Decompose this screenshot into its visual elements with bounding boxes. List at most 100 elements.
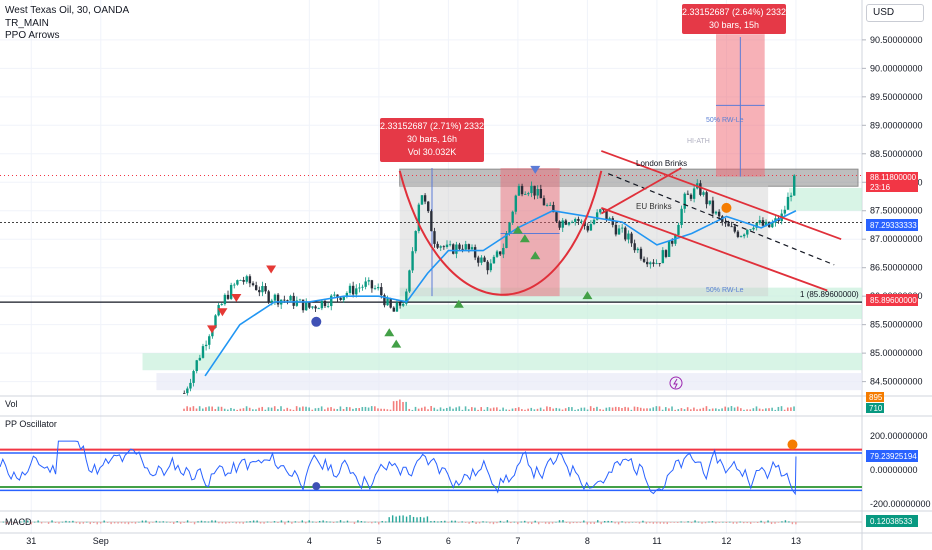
volume-bar xyxy=(743,409,745,411)
volume-bar xyxy=(655,406,658,411)
macd-pane-label[interactable]: MACD xyxy=(5,517,32,527)
macd-bar xyxy=(312,521,314,523)
ppo-arrows xyxy=(207,165,593,348)
time-axis[interactable]: 31 Sep 4 5 6 7 8 11 12 13 xyxy=(26,536,801,546)
candle-body xyxy=(558,221,561,228)
macd-bar xyxy=(79,522,81,525)
volume-bar xyxy=(205,407,207,411)
macd-bar xyxy=(461,521,463,523)
macd-bar xyxy=(645,522,648,524)
volume-bar xyxy=(552,408,554,411)
volume-bar xyxy=(768,408,770,411)
symbol-title[interactable]: West Texas Oil, 30, OANDA xyxy=(5,5,130,16)
candle-body xyxy=(574,218,577,222)
candle-body xyxy=(455,244,458,254)
support-level-value: 85.89600000 xyxy=(870,296,917,305)
currency-button[interactable]: USD xyxy=(866,4,924,22)
candle-body xyxy=(624,227,627,240)
macd-bar xyxy=(624,522,627,524)
time-tick-6: 6 xyxy=(446,536,451,546)
volume-bar xyxy=(411,409,414,411)
up-arrow xyxy=(391,339,402,348)
candle-body xyxy=(445,244,449,248)
macd-bar xyxy=(204,521,206,523)
candle-body xyxy=(483,257,486,262)
volume-bar xyxy=(264,409,267,411)
macd-bar xyxy=(155,520,158,523)
price-axis[interactable]: 84.5000000085.0000000085.5000000086.0000… xyxy=(862,35,923,387)
macd-bar xyxy=(760,520,762,523)
volume-bar xyxy=(474,407,476,411)
candle-body xyxy=(442,246,446,248)
volume-bar xyxy=(395,400,398,411)
candle-body xyxy=(208,336,211,345)
macd-bar xyxy=(186,520,189,523)
candle-body xyxy=(702,192,705,195)
macd-bar xyxy=(652,522,655,524)
volume-tag-2 xyxy=(866,403,884,413)
macd-bar xyxy=(430,521,432,523)
candle-body xyxy=(226,294,230,299)
candle-body xyxy=(408,270,411,292)
volume-bar xyxy=(442,408,445,411)
volume-bar xyxy=(239,408,242,411)
volume-bar xyxy=(273,406,276,411)
macd-bar xyxy=(753,522,755,523)
oscillator-pane-label[interactable]: PP Oscillator xyxy=(5,419,57,429)
macd-bar xyxy=(600,522,602,525)
macd-bar xyxy=(426,516,429,523)
macd-bar xyxy=(277,522,279,523)
cup-curve xyxy=(398,170,603,296)
candle-body xyxy=(317,308,320,310)
candle-body xyxy=(439,246,442,248)
macd-bar xyxy=(736,522,738,524)
countdown-value: 23:16 xyxy=(870,183,891,192)
macd-bar xyxy=(711,521,714,523)
volume-bar xyxy=(505,409,508,411)
candle-body xyxy=(542,198,546,206)
candle-body xyxy=(220,304,223,306)
macd-bar xyxy=(176,521,178,523)
candle-body xyxy=(217,305,220,316)
macd-bar xyxy=(631,521,634,523)
volume-pane-label[interactable]: Vol xyxy=(5,399,18,409)
down-arrow xyxy=(231,294,242,303)
volume-bar xyxy=(740,408,742,411)
volume-bar xyxy=(405,401,407,411)
candle-body xyxy=(386,298,389,306)
volume-bar xyxy=(711,408,714,411)
candle-body xyxy=(301,299,305,311)
volume-bar xyxy=(618,407,620,411)
macd-bar xyxy=(458,522,460,523)
volume-bar xyxy=(511,408,514,411)
volume-bar xyxy=(542,409,545,411)
volume-bar xyxy=(230,407,232,411)
volume-bar xyxy=(330,407,332,411)
volume-bar xyxy=(624,406,626,411)
macd-bar xyxy=(781,521,783,523)
candle-body xyxy=(508,222,511,234)
study-ppo-arrows[interactable]: PPO Arrows xyxy=(5,30,60,41)
macd-bar xyxy=(364,521,366,523)
volume-bar xyxy=(367,407,370,411)
price-range-measure-2[interactable] xyxy=(682,4,786,177)
volume-bar xyxy=(758,408,761,411)
candle-body xyxy=(602,209,605,211)
macd-bar xyxy=(701,522,703,524)
volume-bar xyxy=(668,408,670,411)
volume-pane xyxy=(183,399,795,411)
macd-bar xyxy=(388,517,390,523)
study-tr-main[interactable]: TR_MAIN xyxy=(5,17,49,29)
volume-bar xyxy=(320,406,323,411)
macd-bar xyxy=(524,520,526,523)
macd-bar xyxy=(676,522,679,523)
volume-bar xyxy=(571,407,573,411)
candle-body xyxy=(414,231,417,252)
candle-body xyxy=(355,288,358,295)
candle-body xyxy=(727,223,730,227)
macd-bar xyxy=(464,522,467,523)
chart-drawings[interactable] xyxy=(398,150,842,390)
volume-bar xyxy=(793,406,795,411)
candle-body xyxy=(417,204,421,232)
